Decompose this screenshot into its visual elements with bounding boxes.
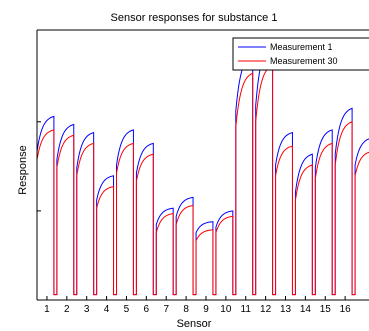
- x-tick-label: 12: [260, 304, 272, 315]
- x-tick-label: 9: [203, 304, 209, 315]
- x-tick-label: 15: [320, 304, 332, 315]
- x-tick-label: 16: [340, 304, 352, 315]
- traces: [36, 42, 369, 296]
- legend-label-series-1: Measurement 1: [270, 42, 333, 52]
- x-ticks: 1 2 3 4 5 6 7 8 9 10 11 12 13 14 15 16: [44, 296, 351, 315]
- x-tick-label: 13: [280, 304, 292, 315]
- y-ticks: [37, 29, 41, 301]
- chart-title: Sensor responses for substance 1: [111, 12, 278, 24]
- x-tick-label: 8: [183, 304, 189, 315]
- x-tick-label: 7: [163, 304, 169, 315]
- x-tick-label: 6: [144, 304, 150, 315]
- series-line-1: [36, 42, 369, 296]
- legend-label-series-2: Measurement 30: [270, 56, 338, 66]
- plot-area: 1 2 3 4 5 6 7 8 9 10 11 12 13 14 15 16: [36, 29, 369, 315]
- x-tick-label: 5: [124, 304, 130, 315]
- y-axis-label: Response: [17, 145, 29, 195]
- legend-box: [232, 37, 369, 71]
- plot-frame: [37, 30, 369, 300]
- x-axis-label: Sensor: [177, 318, 212, 330]
- x-tick-label: 11: [241, 304, 252, 315]
- x-tick-label: 1: [44, 304, 50, 315]
- legend: Measurement 1 Measurement 30: [232, 37, 369, 71]
- x-tick-label: 10: [220, 304, 232, 315]
- series-line-2: [36, 64, 369, 296]
- x-tick-label: 2: [64, 304, 70, 315]
- x-tick-label: 3: [84, 304, 90, 315]
- x-tick-label: 14: [300, 304, 312, 315]
- x-tick-label: 4: [104, 304, 110, 315]
